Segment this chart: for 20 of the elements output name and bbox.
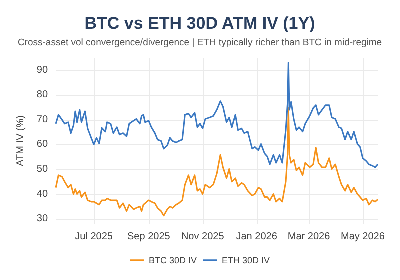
legend-label: ETH 30D IV [222,256,270,266]
legend-label: BTC 30D IV [148,256,197,266]
chart-subtitle: Cross-asset vol convergence/divergence | ETH typically richer than BTC in mid-regime [18,38,382,48]
y-tick-label: 70 [36,114,48,126]
y-tick-label: 80 [36,90,48,101]
x-tick-label: Jul 2025 [75,232,114,242]
line-series [55,62,379,168]
y-tick-label: 90 [36,64,48,76]
y-tick-label: 60 [36,139,48,150]
x-tick-label: Jan 2026 [236,232,278,242]
y-tick-label: 40 [36,188,48,200]
chart-title: BTC vs ETH 30D ATM IV (1Y) [84,14,316,33]
x-tick-label: Mar 2026 [288,232,331,242]
x-tick-label: Nov 2025 [181,232,225,242]
line-series [55,108,379,217]
x-tick-label: May 2026 [341,232,386,242]
x-tick-label: Sep 2025 [127,232,171,242]
y-tick-label: 30 [36,214,48,225]
y-tick-label: 50 [36,164,48,175]
y-axis-title: ATM IV (%) [16,116,26,166]
